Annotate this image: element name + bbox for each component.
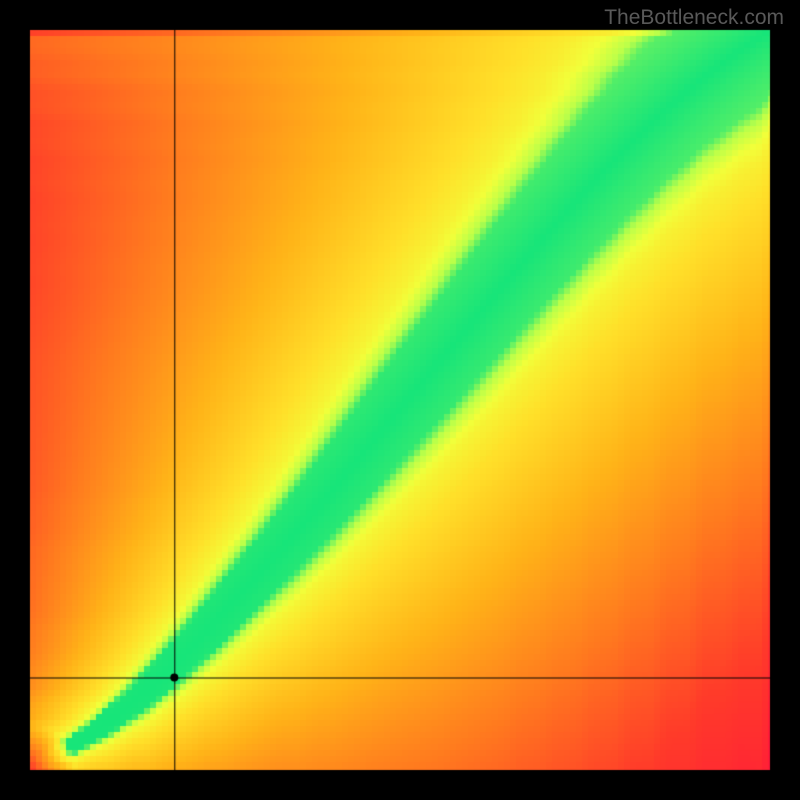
- chart-container: TheBottleneck.com: [0, 0, 800, 800]
- watermark-text: TheBottleneck.com: [604, 6, 784, 30]
- bottleneck-heatmap: [0, 0, 800, 800]
